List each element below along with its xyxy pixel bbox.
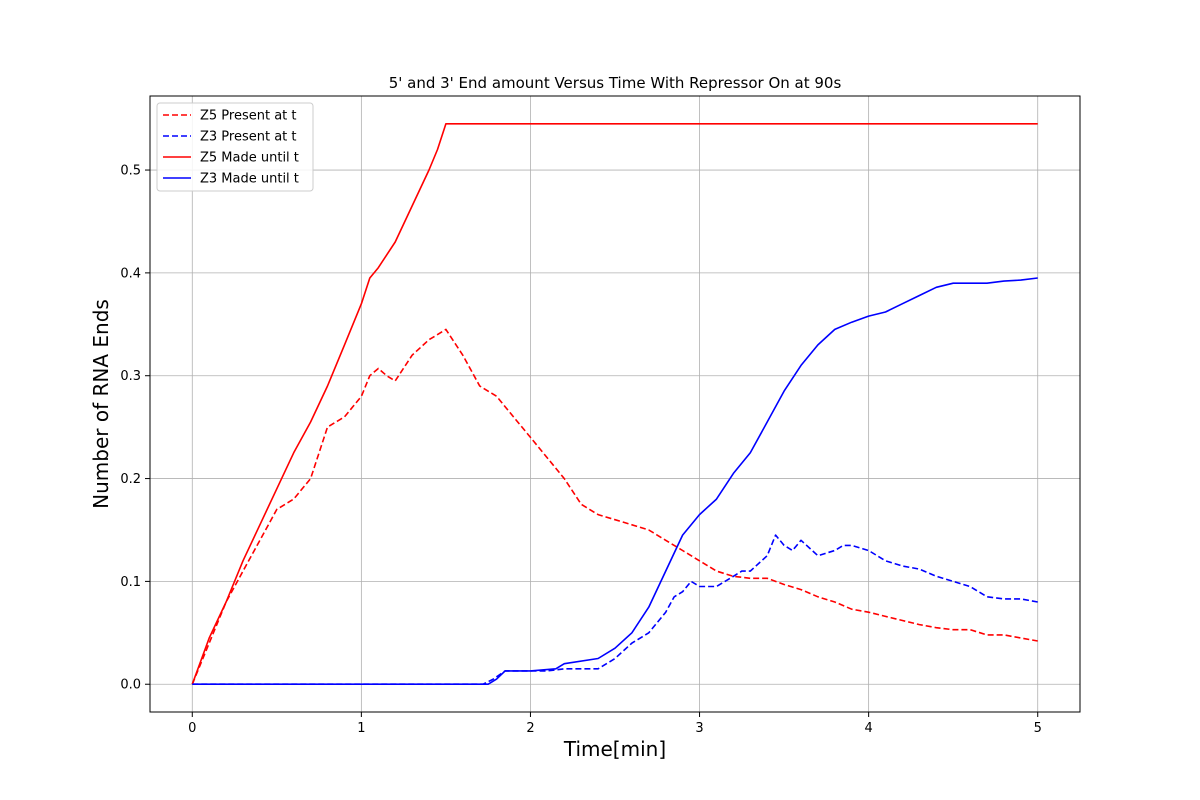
x-tick-label: 3 (695, 721, 703, 736)
legend-label: Z3 Present at t (200, 130, 297, 145)
y-tick-label: 0.2 (120, 472, 141, 487)
series-line-z5-made-until-t (191, 123, 1038, 685)
y-tick-label: 0.4 (120, 266, 141, 281)
series-line-z3-made-until-t (192, 277, 1038, 686)
x-tick-label: 4 (864, 721, 872, 736)
x-axis-ticks: 0 1 2 3 4 5 (188, 712, 1042, 736)
chart-title: 5' and 3' End amount Versus Time With Re… (389, 74, 842, 92)
x-tick-label: 0 (188, 721, 196, 736)
y-tick-label: 0.3 (120, 369, 141, 384)
legend-label: Z5 Present at t (200, 109, 297, 124)
series-line-z3-present-at-t (192, 534, 1038, 686)
legend-label: Z3 Made until t (200, 172, 299, 187)
legend-label: Z5 Made until t (200, 151, 299, 166)
grid-lines (150, 96, 1080, 712)
series-line-z5-present-at-t (191, 328, 1038, 685)
x-tick-label: 1 (357, 721, 365, 736)
series-layer (191, 123, 1038, 686)
y-tick-label: 0.0 (120, 678, 141, 693)
x-tick-label: 5 (1034, 721, 1042, 736)
x-tick-label: 2 (526, 721, 534, 736)
x-axis-label: Time[min] (563, 737, 666, 761)
y-tick-label: 0.5 (120, 164, 141, 179)
y-axis-ticks: 0.0 0.1 0.2 0.3 0.4 0.5 (120, 164, 150, 693)
y-axis-label: Number of RNA Ends (89, 299, 113, 509)
legend: Z5 Present at t Z3 Present at t Z5 Made un… (156, 102, 314, 192)
legend-box (156, 102, 314, 192)
plot-frame (149, 95, 1081, 713)
y-tick-label: 0.1 (120, 575, 141, 590)
